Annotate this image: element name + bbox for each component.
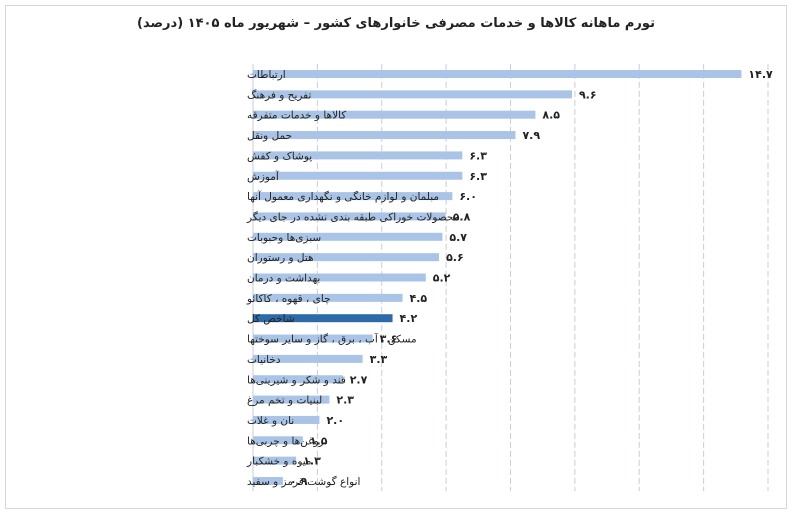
category-label: انواع گوشت قرمز و سفید (247, 475, 360, 488)
bar (253, 415, 320, 424)
category-label: ارتباطات (247, 69, 286, 81)
category-label: مسکن ، آب ، برق ، گاز و سایر سوختها (247, 333, 417, 346)
bar (253, 395, 330, 404)
bar (253, 151, 463, 160)
value-label: ۲.۰ (326, 414, 344, 427)
category-label: محصولات خوراکی طبقه بندی نشده در جای دیگ… (246, 210, 459, 223)
value-label: ۶.۰ (459, 190, 477, 203)
bar (253, 375, 343, 384)
category-label: کالاها و خدمات متفرقه (247, 110, 346, 122)
category-label: سبزی‌ها وحبوبات (247, 232, 321, 244)
bar (253, 110, 536, 119)
value-label: ۵.۷ (449, 231, 467, 244)
chart-title: تورم ماهانه کالاها و خدمات مصرفی خانواره… (137, 16, 655, 31)
bar (253, 354, 363, 363)
category-label: هتل و رستوران (247, 252, 314, 264)
category-label: تفریح و فرهنگ (247, 88, 311, 101)
bar (253, 232, 443, 241)
category-label: میوه و خشکبار (246, 456, 312, 468)
value-label: ۴.۵ (410, 292, 428, 305)
bar (253, 171, 463, 180)
value-label: ۲.۳ (336, 394, 354, 407)
bar (253, 273, 426, 282)
bar (253, 253, 440, 262)
value-label: ۶.۳ (469, 170, 487, 183)
category-label: چای ، قهوه ، کاکائو (246, 293, 331, 305)
value-label: ۱۴.۷ (748, 68, 773, 81)
value-label: ۳.۶ (380, 333, 398, 346)
bar (253, 477, 283, 485)
bar (253, 456, 297, 465)
value-label: ۳.۳ (370, 353, 388, 366)
category-label: حمل ونقل (247, 130, 292, 142)
value-label: ۱.۵ (310, 434, 328, 447)
category-label: دخانیات (247, 354, 281, 366)
bar (253, 436, 303, 445)
bar (253, 70, 742, 78)
value-label: ۰.۹ (290, 475, 308, 488)
category-label: آموزش (247, 170, 280, 183)
category-label: مبلمان و لوازم خانگی و نگهداری معمول آنه… (247, 190, 439, 203)
bar-highlight (253, 314, 393, 323)
bar (253, 90, 572, 99)
value-label: ۹.۶ (579, 88, 597, 101)
value-label: ۵.۶ (446, 251, 464, 264)
bar (253, 293, 403, 302)
bar (253, 334, 373, 343)
category-label: شاخص کل (247, 313, 295, 325)
category-label: قند و شکر و شیرینی‌ها (247, 374, 346, 386)
category-label: پوشاک و کفش (247, 150, 312, 162)
bar (253, 131, 516, 140)
category-label: نان و غلات (247, 415, 294, 427)
category-label: لبنیات و تخم مرغ (247, 395, 322, 407)
value-label: ۴.۲ (400, 312, 418, 325)
value-label: ۵.۲ (433, 272, 451, 285)
value-label: ۵.۸ (453, 210, 471, 223)
value-label: ۶.۳ (469, 149, 487, 162)
category-label: بهداشت و درمان (247, 273, 320, 285)
value-label: ۱.۳ (303, 455, 321, 468)
value-label: ۸.۵ (542, 109, 560, 122)
bar (253, 192, 453, 201)
bar (253, 212, 446, 221)
value-label: ۲.۷ (350, 373, 368, 386)
category-label: روغن‌ها و چربی‌ها (247, 435, 324, 447)
value-label: ۷.۹ (522, 129, 540, 142)
